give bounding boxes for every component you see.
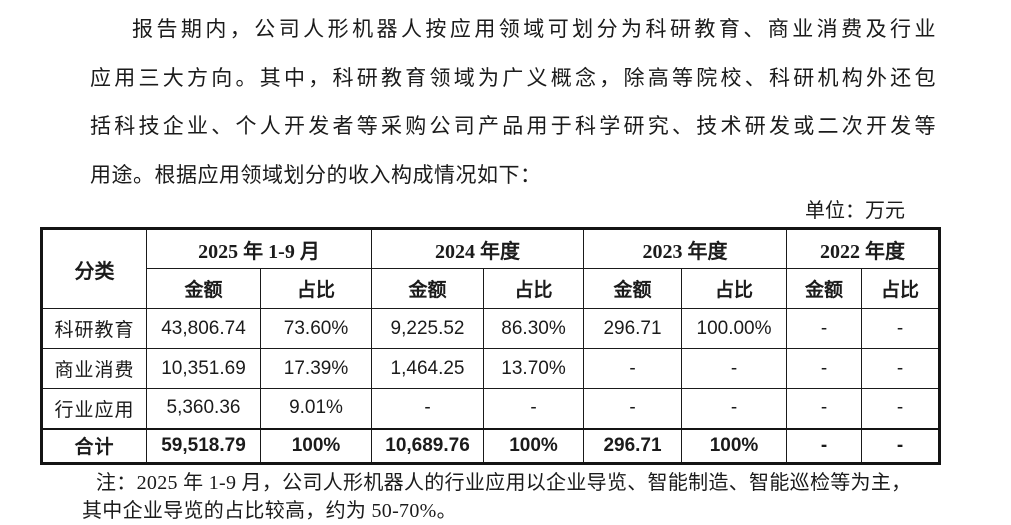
cell-total-ratio-2023: 100% [681,427,788,464]
row-category-total: 合计 [41,427,147,464]
header-ratio-2023: 占比 [681,268,788,309]
table-header-measures: 金额 占比 金额 占比 金额 占比 金额 占比 [42,268,941,309]
paragraph-line: 用途。根据应用领域划分的收入构成情况如下： [90,162,542,187]
row-category: 商业消费 [41,348,147,389]
row-category: 科研教育 [41,308,147,349]
cell-amount-2022: - [786,388,863,429]
cell-ratio-2023: - [681,388,788,429]
cell-amount-2025: 43,806.74 [146,308,261,349]
header-ratio-2024: 占比 [483,268,585,309]
cell-ratio-2022: - [861,348,941,389]
header-ratio-2022: 占比 [861,268,941,309]
cell-amount-2023: - [583,348,683,389]
header-category: 分类 [41,228,147,309]
footnote: 注：2025 年 1-9 月，公司人形机器人的行业应用以企业导览、智能制造、智能… [82,470,971,525]
unit-label: 单位：万元 [805,200,905,222]
cell-ratio-2025: 73.60% [259,308,373,349]
cell-total-amount-2022: - [786,427,863,464]
header-amount-2024: 金额 [371,268,485,309]
header-ratio-2025: 占比 [259,268,373,309]
cell-total-ratio-2025: 100% [259,427,373,464]
cell-ratio-2025: 9.01% [259,388,373,429]
paragraph-line: 报告期内，公司人形机器人按应用领域可划分为科研教育、商业消费及行业 [132,17,936,41]
cell-ratio-2024: - [483,388,585,429]
cell-amount-2024: 1,464.25 [371,348,485,389]
cell-ratio-2023: 100.00% [681,308,788,349]
cell-ratio-2025: 17.39% [259,348,373,389]
paragraph-line: 应用三大方向。其中，科研教育领域为广义概念，除高等院校、科研机构外还包 [90,65,936,90]
header-period-2022: 2022 年度 [786,228,941,269]
footnote-line: 其中企业导览的占比较高，约为 50-70%。 [82,499,457,522]
header-period-2025: 2025 年 1-9 月 [145,228,373,269]
cell-total-ratio-2024: 100% [483,427,585,464]
header-period-2024: 2024 年度 [371,228,585,269]
row-category: 行业应用 [41,388,147,429]
cell-amount-2022: - [786,308,863,349]
table-row-industry-application: 行业应用 5,360.36 9.01% - - - - - - [41,388,941,429]
header-amount-2025: 金额 [146,268,261,309]
cell-amount-2025: 10,351.69 [146,348,261,389]
cell-amount-2023: 296.71 [583,308,683,349]
header-amount-2023: 金额 [583,268,683,309]
table-header-periods: 分类 2025 年 1-9 月 2024 年度 2023 年度 2022 年度 [41,228,941,309]
cell-ratio-2024: 13.70% [483,348,585,389]
cell-ratio-2024: 86.30% [483,308,585,349]
cell-ratio-2023: - [681,348,788,389]
table-row-commercial-consumer: 商业消费 10,351.69 17.39% 1,464.25 13.70% - … [41,348,941,389]
cell-amount-2024: 9,225.52 [371,308,485,349]
cell-amount-2023: - [583,388,683,429]
paragraph-line: 括科技企业、个人开发者等采购公司产品用于科学研究、技术研发或二次开发等 [90,114,936,138]
intro-paragraph: 报告期内，公司人形机器人按应用领域可划分为科研教育、商业消费及行业 应用三大方向… [90,5,936,199]
footnote-line: 注：2025 年 1-9 月，公司人形机器人的行业应用以企业导览、智能制造、智能… [96,472,912,494]
cell-ratio-2022: - [861,388,941,429]
cell-amount-2022: - [786,348,863,389]
cell-amount-2025: 5,360.36 [146,388,261,429]
cell-amount-2024: - [371,388,485,429]
cell-total-amount-2024: 10,689.76 [371,427,485,464]
cell-total-amount-2025: 59,518.79 [146,427,261,464]
cell-ratio-2022: - [861,308,941,349]
cell-total-ratio-2022: - [861,427,941,464]
table-row-total: 合计 59,518.79 100% 10,689.76 100% 296.71 … [41,427,941,464]
table-row-research-education: 科研教育 43,806.74 73.60% 9,225.52 86.30% 29… [41,308,941,349]
cell-total-amount-2023: 296.71 [583,427,683,464]
header-period-2023: 2023 年度 [583,228,788,269]
revenue-composition-table: 分类 2025 年 1-9 月 2024 年度 2023 年度 2022 年度 … [40,227,942,465]
header-amount-2022: 金额 [786,268,863,309]
